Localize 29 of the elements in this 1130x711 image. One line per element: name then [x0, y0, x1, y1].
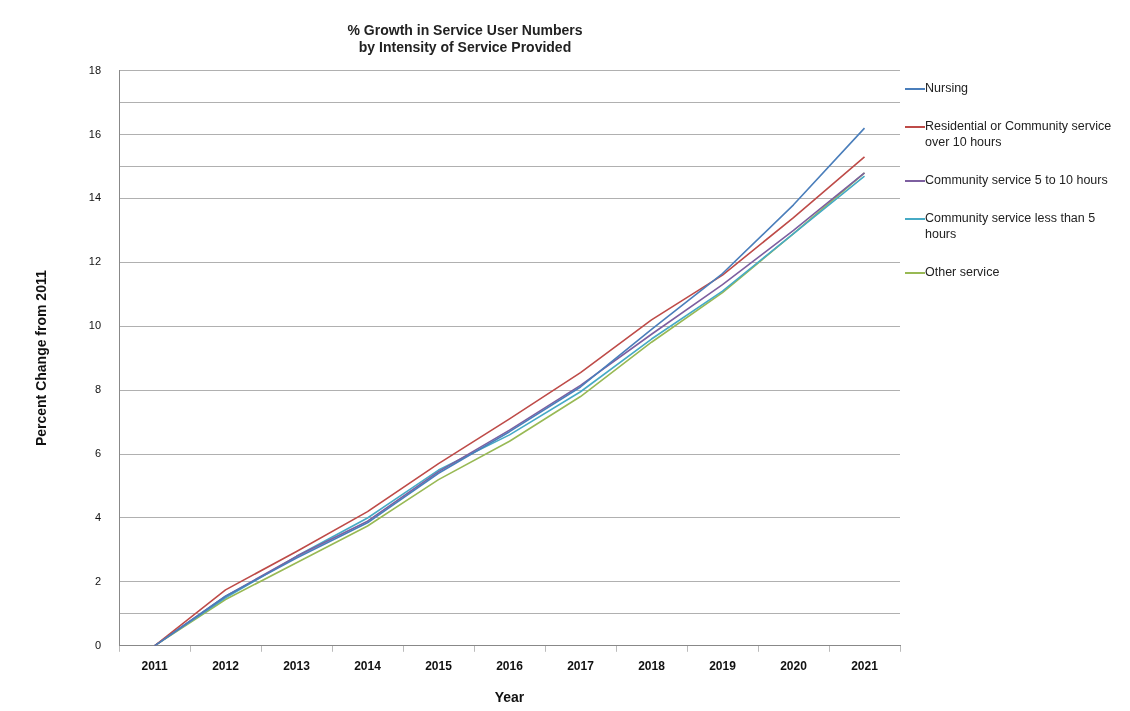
y-tick-label: 4 [94, 511, 102, 524]
y-axis-title: Percent Change from 2011 [33, 270, 50, 447]
legend-label: Residential or Community service over 10 hours [925, 118, 1113, 150]
legend-label: Community service less than 5 hours [925, 210, 1097, 242]
x-tick-label: 2021 [851, 659, 879, 674]
legend-label: Community service 5 to 10 hours [925, 172, 1108, 188]
y-tick-label: 18 [88, 63, 102, 76]
y-tick-label: 14 [88, 191, 102, 204]
x-axis-title: Year [494, 689, 525, 706]
x-tick-label: 2019 [709, 659, 737, 674]
y-tick-label: 10 [88, 319, 102, 332]
x-tick-label: 2013 [283, 659, 311, 674]
x-tick-label: 2014 [354, 659, 382, 674]
legend-label: Other service [925, 264, 1000, 280]
y-tick-label: 16 [88, 127, 102, 140]
y-tick-label: 0 [94, 638, 102, 651]
y-tick-label: 2 [94, 574, 102, 587]
x-tick-label: 2017 [567, 659, 595, 674]
x-tick-label: 2015 [425, 659, 453, 674]
y-tick-label: 8 [94, 383, 102, 396]
y-tick-label: 6 [94, 447, 102, 460]
x-tick-label: 2011 [141, 659, 168, 674]
x-tick-label: 2018 [638, 659, 666, 674]
x-tick-label: 2020 [780, 659, 808, 674]
x-tick-label: 2012 [212, 659, 240, 674]
chart-title: % Growth in Service User Numbers by Intensity of Service Provided [347, 22, 583, 56]
legend-label: Nursing [925, 80, 969, 96]
x-tick-label: 2016 [496, 659, 524, 674]
y-tick-label: 12 [88, 255, 102, 268]
